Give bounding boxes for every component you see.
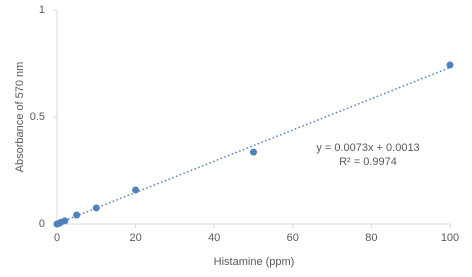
x-axis-title: Histamine (ppm) [214, 256, 295, 268]
y-tick-label: 1 [39, 4, 45, 16]
x-tick-label: 100 [441, 232, 459, 244]
trendline-equation: y = 0.0073x + 0.0013 [316, 142, 419, 154]
x-tick-label: 80 [365, 232, 377, 244]
y-tick-label: 0.5 [30, 111, 45, 123]
data-point [132, 186, 140, 194]
x-tick-label: 60 [287, 232, 299, 244]
x-tick-label: 20 [129, 232, 141, 244]
trendline-r-squared: R² = 0.9974 [339, 156, 397, 168]
x-tick-label: 40 [208, 232, 220, 244]
data-point [73, 211, 81, 219]
data-point [446, 61, 454, 69]
data-point [61, 217, 69, 225]
data-point [250, 148, 257, 156]
y-axis-title: Absorbance of 570 nm [14, 62, 26, 173]
x-tick-label: 0 [54, 232, 60, 244]
y-tick-label: 0 [39, 218, 45, 230]
trendline [56, 66, 451, 225]
data-point [92, 204, 100, 212]
